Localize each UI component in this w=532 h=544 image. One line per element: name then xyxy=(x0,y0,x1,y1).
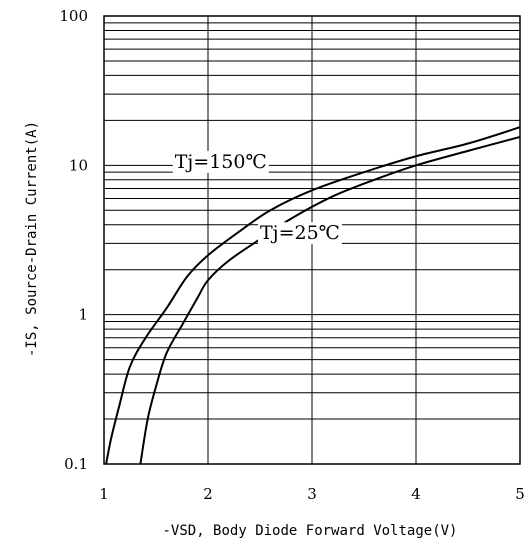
annotation-label-1: Tj=25℃ xyxy=(260,222,340,244)
curve-annotations: Tj=150℃ Tj=25℃ xyxy=(172,150,342,245)
x-tick-label-4: 4 xyxy=(411,485,421,503)
y-tick-label-100: 100 xyxy=(59,7,88,25)
grid-lines xyxy=(103,16,521,464)
x-tick-label-1: 1 xyxy=(99,485,109,503)
y-tick-label-10: 10 xyxy=(69,156,88,174)
x-tick-labels: 1 2 3 4 5 xyxy=(99,485,525,503)
x-tick-label-2: 2 xyxy=(203,485,213,503)
y-axis-title: -IS, Source-Drain Current(A) xyxy=(24,121,40,357)
annotation-bg-0 xyxy=(172,150,269,173)
x-tick-label-5: 5 xyxy=(515,485,525,503)
series-line-1 xyxy=(139,135,521,465)
x-tick-label-3: 3 xyxy=(307,485,317,503)
plot-frame xyxy=(103,15,521,465)
series-curves xyxy=(105,126,521,465)
x-axis-title: -VSD, Body Diode Forward Voltage(V) xyxy=(162,523,457,539)
y-tick-label-1: 1 xyxy=(78,306,88,324)
annotation-bg-1 xyxy=(258,222,342,245)
y-tick-label-0.1: 0.1 xyxy=(64,455,88,473)
annotation-label-0: Tj=150℃ xyxy=(175,151,267,173)
series-line-0 xyxy=(105,126,521,465)
y-tick-labels: 0.1 1 10 100 xyxy=(59,7,88,473)
